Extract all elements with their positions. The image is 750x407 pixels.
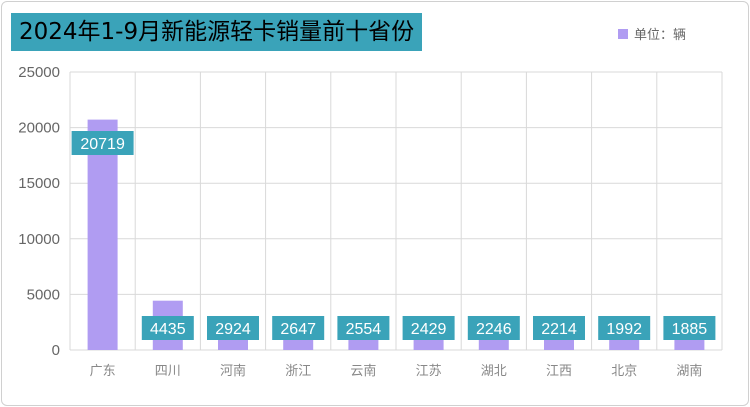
data-label-box (337, 316, 390, 340)
data-label-box (467, 316, 520, 340)
y-axis-ticks: 0 5000 10000 15000 20000 25000 (18, 64, 60, 359)
data-label-box (663, 316, 716, 340)
data-labels: 20719 4435 2924 2647 2554 2429 2246 2214 1992 188… (71, 131, 716, 340)
data-label-box (402, 316, 455, 340)
x-tick-label: 北京 (611, 364, 637, 379)
data-label: 2214 (541, 321, 577, 338)
data-label-box (207, 316, 259, 340)
data-label: 1885 (672, 321, 708, 338)
x-axis-ticks: 广东 四川 河南 浙江 云南 江苏 湖北 江西 北京 湖南 (90, 363, 703, 379)
data-label-box (272, 316, 325, 340)
data-label: 1992 (606, 321, 642, 338)
data-label-box (598, 316, 651, 340)
x-tick-label: 四川 (155, 364, 181, 379)
y-tick-label: 0 (52, 342, 60, 359)
x-tick-label: 浙江 (285, 364, 311, 379)
bar (87, 119, 118, 350)
x-tick-label: 湖南 (676, 363, 702, 379)
legend-label: 单位：辆 (634, 28, 687, 43)
x-tick-label: 云南 (350, 363, 376, 379)
legend-swatch (618, 28, 628, 39)
data-label: 4435 (150, 321, 186, 338)
y-tick-label: 20000 (18, 120, 60, 137)
y-tick-label: 10000 (18, 231, 60, 248)
data-label: 2246 (476, 321, 512, 338)
y-tick-label: 5000 (27, 286, 60, 303)
data-label: 2554 (346, 321, 382, 338)
chart-title: 2024年1-9月新能源轻卡销量前十省份 (11, 13, 423, 51)
data-label: 2924 (215, 321, 251, 338)
data-label-box (71, 131, 134, 155)
x-tick-label: 湖北 (481, 364, 507, 379)
x-tick-label: 江苏 (416, 363, 442, 379)
x-tick-label: 江西 (546, 364, 572, 379)
data-label-box (141, 316, 194, 340)
data-label-box (533, 316, 585, 340)
data-label: 2429 (411, 321, 447, 338)
x-tick-label: 河南 (220, 363, 246, 379)
y-tick-label: 15000 (18, 175, 60, 192)
data-label: 2647 (280, 321, 316, 338)
y-tick-label: 25000 (18, 64, 60, 81)
data-label: 20719 (80, 136, 125, 153)
x-tick-label: 广东 (90, 364, 116, 379)
legend: 单位：辆 (618, 24, 686, 43)
